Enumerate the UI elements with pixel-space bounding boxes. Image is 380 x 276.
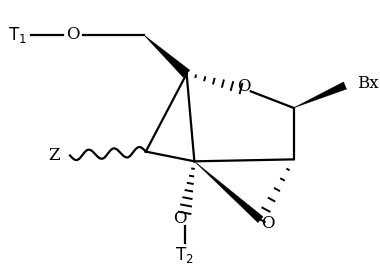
- Text: O: O: [261, 215, 275, 232]
- Text: O: O: [237, 78, 251, 95]
- Text: $\mathrm{T_1}$: $\mathrm{T_1}$: [8, 25, 27, 45]
- Text: Bx: Bx: [357, 75, 378, 92]
- Polygon shape: [144, 35, 190, 78]
- Text: O: O: [66, 26, 80, 44]
- Polygon shape: [195, 161, 263, 222]
- Text: $\mathrm{T_2}$: $\mathrm{T_2}$: [176, 245, 194, 265]
- Text: O: O: [173, 210, 187, 227]
- Polygon shape: [293, 82, 347, 108]
- Text: Z: Z: [49, 147, 60, 164]
